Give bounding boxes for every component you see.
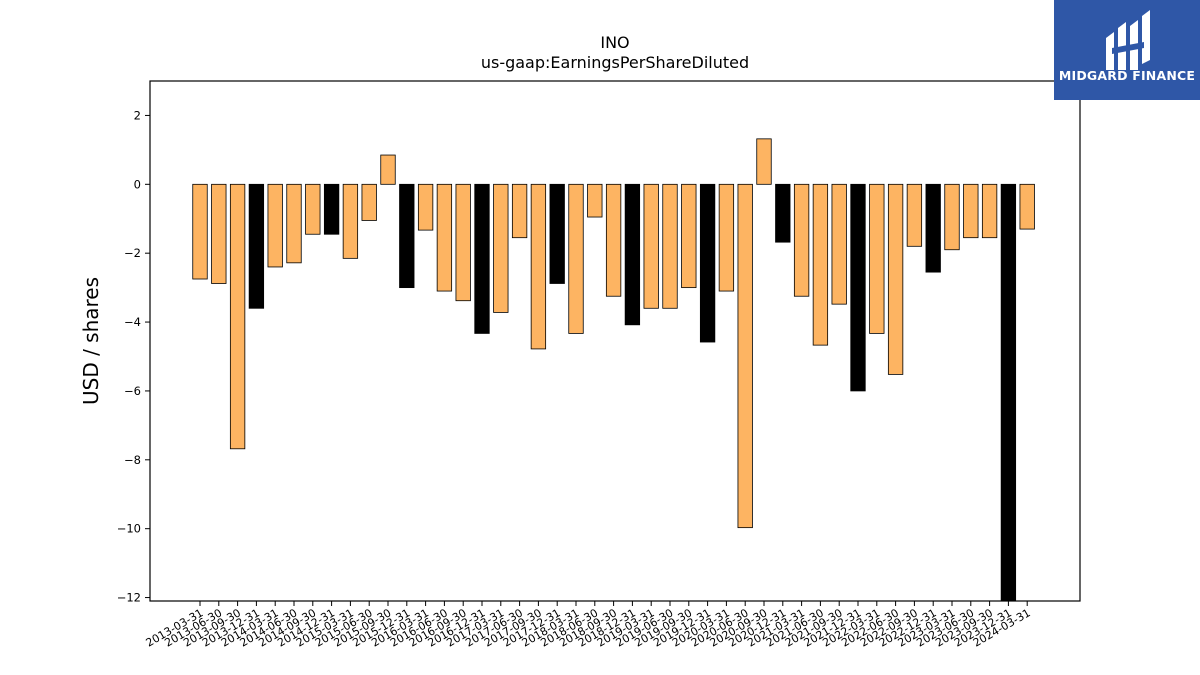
bar-2023-03-31 bbox=[944, 183, 960, 251]
bars-group bbox=[192, 138, 1035, 602]
bar-2021-03-31 bbox=[793, 183, 810, 297]
y-tick-label: −12 bbox=[117, 591, 141, 605]
bar-2015-03-31 bbox=[342, 183, 359, 259]
bar-2015-06-30 bbox=[361, 183, 377, 221]
midgard-finance-logo: MIDGARD FINANCE bbox=[1054, 0, 1200, 100]
bar-2014-12-31 bbox=[323, 183, 340, 235]
bar-2017-03-31 bbox=[493, 183, 509, 313]
bar-2016-06-30 bbox=[436, 183, 453, 292]
bar-2014-03-31 bbox=[267, 183, 283, 268]
bar-2019-03-31 bbox=[643, 183, 659, 309]
chart-subtitle: us-gaap:EarningsPerShareDiluted bbox=[481, 53, 749, 72]
bar-2020-03-31 bbox=[718, 183, 735, 292]
bar-2019-09-30 bbox=[681, 183, 697, 289]
bar-2016-09-30 bbox=[455, 183, 471, 302]
bar-2019-06-30 bbox=[662, 183, 678, 309]
bar-2013-12-31 bbox=[248, 183, 265, 309]
bar-2017-09-30 bbox=[530, 183, 547, 350]
brand-name: MIDGARD FINANCE bbox=[1058, 68, 1196, 83]
midgard-logo-icon bbox=[1106, 10, 1150, 70]
bar-2018-09-30 bbox=[605, 183, 622, 297]
bar-2018-06-30 bbox=[587, 183, 603, 218]
bar-2015-12-31 bbox=[399, 183, 415, 289]
y-tick-label: −6 bbox=[124, 384, 141, 398]
bar-2014-09-30 bbox=[305, 183, 321, 235]
bar-2013-09-30 bbox=[229, 183, 246, 450]
bar-2013-03-31 bbox=[192, 183, 208, 280]
bar-2017-06-30 bbox=[511, 183, 528, 239]
bar-2018-12-31 bbox=[624, 183, 641, 326]
bar-2020-12-31 bbox=[775, 183, 791, 243]
bar-2023-09-30 bbox=[981, 183, 998, 239]
bar-2023-06-30 bbox=[963, 183, 979, 239]
bar-2017-12-31 bbox=[549, 183, 565, 284]
y-tick-label: −2 bbox=[124, 246, 141, 260]
chart-title: INO bbox=[600, 33, 629, 52]
bar-2021-12-31 bbox=[850, 183, 866, 392]
plot-frame bbox=[149, 80, 1081, 602]
bar-2016-03-31 bbox=[417, 183, 434, 231]
y-tick-label: 2 bbox=[134, 108, 141, 122]
bar-2021-09-30 bbox=[831, 183, 847, 305]
bar-2024-03-31 bbox=[1019, 183, 1035, 230]
bar-2022-12-31 bbox=[925, 183, 941, 273]
bar-2014-06-30 bbox=[286, 183, 302, 264]
bar-2022-03-31 bbox=[869, 183, 885, 334]
bar-2015-09-30 bbox=[380, 154, 396, 185]
bar-2022-06-30 bbox=[887, 183, 904, 375]
y-axis-label: USD / shares bbox=[79, 277, 103, 405]
bar-2023-12-31 bbox=[1000, 183, 1017, 602]
y-tick-label: 0 bbox=[134, 177, 141, 191]
y-tick-label: −8 bbox=[124, 453, 141, 467]
bar-2013-06-30 bbox=[211, 183, 227, 284]
bar-2016-12-31 bbox=[474, 183, 490, 334]
y-tick-label: −4 bbox=[124, 315, 141, 329]
y-axis: 2 0 −2 −4 −6 −8 −10 −12 bbox=[117, 108, 150, 605]
bar-2018-03-31 bbox=[568, 183, 584, 334]
bar-2019-12-31 bbox=[699, 183, 716, 343]
bar-2020-09-30 bbox=[756, 138, 772, 185]
y-tick-label: −10 bbox=[117, 522, 141, 536]
bar-2021-06-30 bbox=[812, 183, 829, 346]
bar-2022-09-30 bbox=[906, 183, 923, 247]
x-axis: 2013-03-312013-06-302013-09-302013-12-31… bbox=[144, 601, 1033, 650]
bar-2020-06-30 bbox=[737, 183, 753, 529]
